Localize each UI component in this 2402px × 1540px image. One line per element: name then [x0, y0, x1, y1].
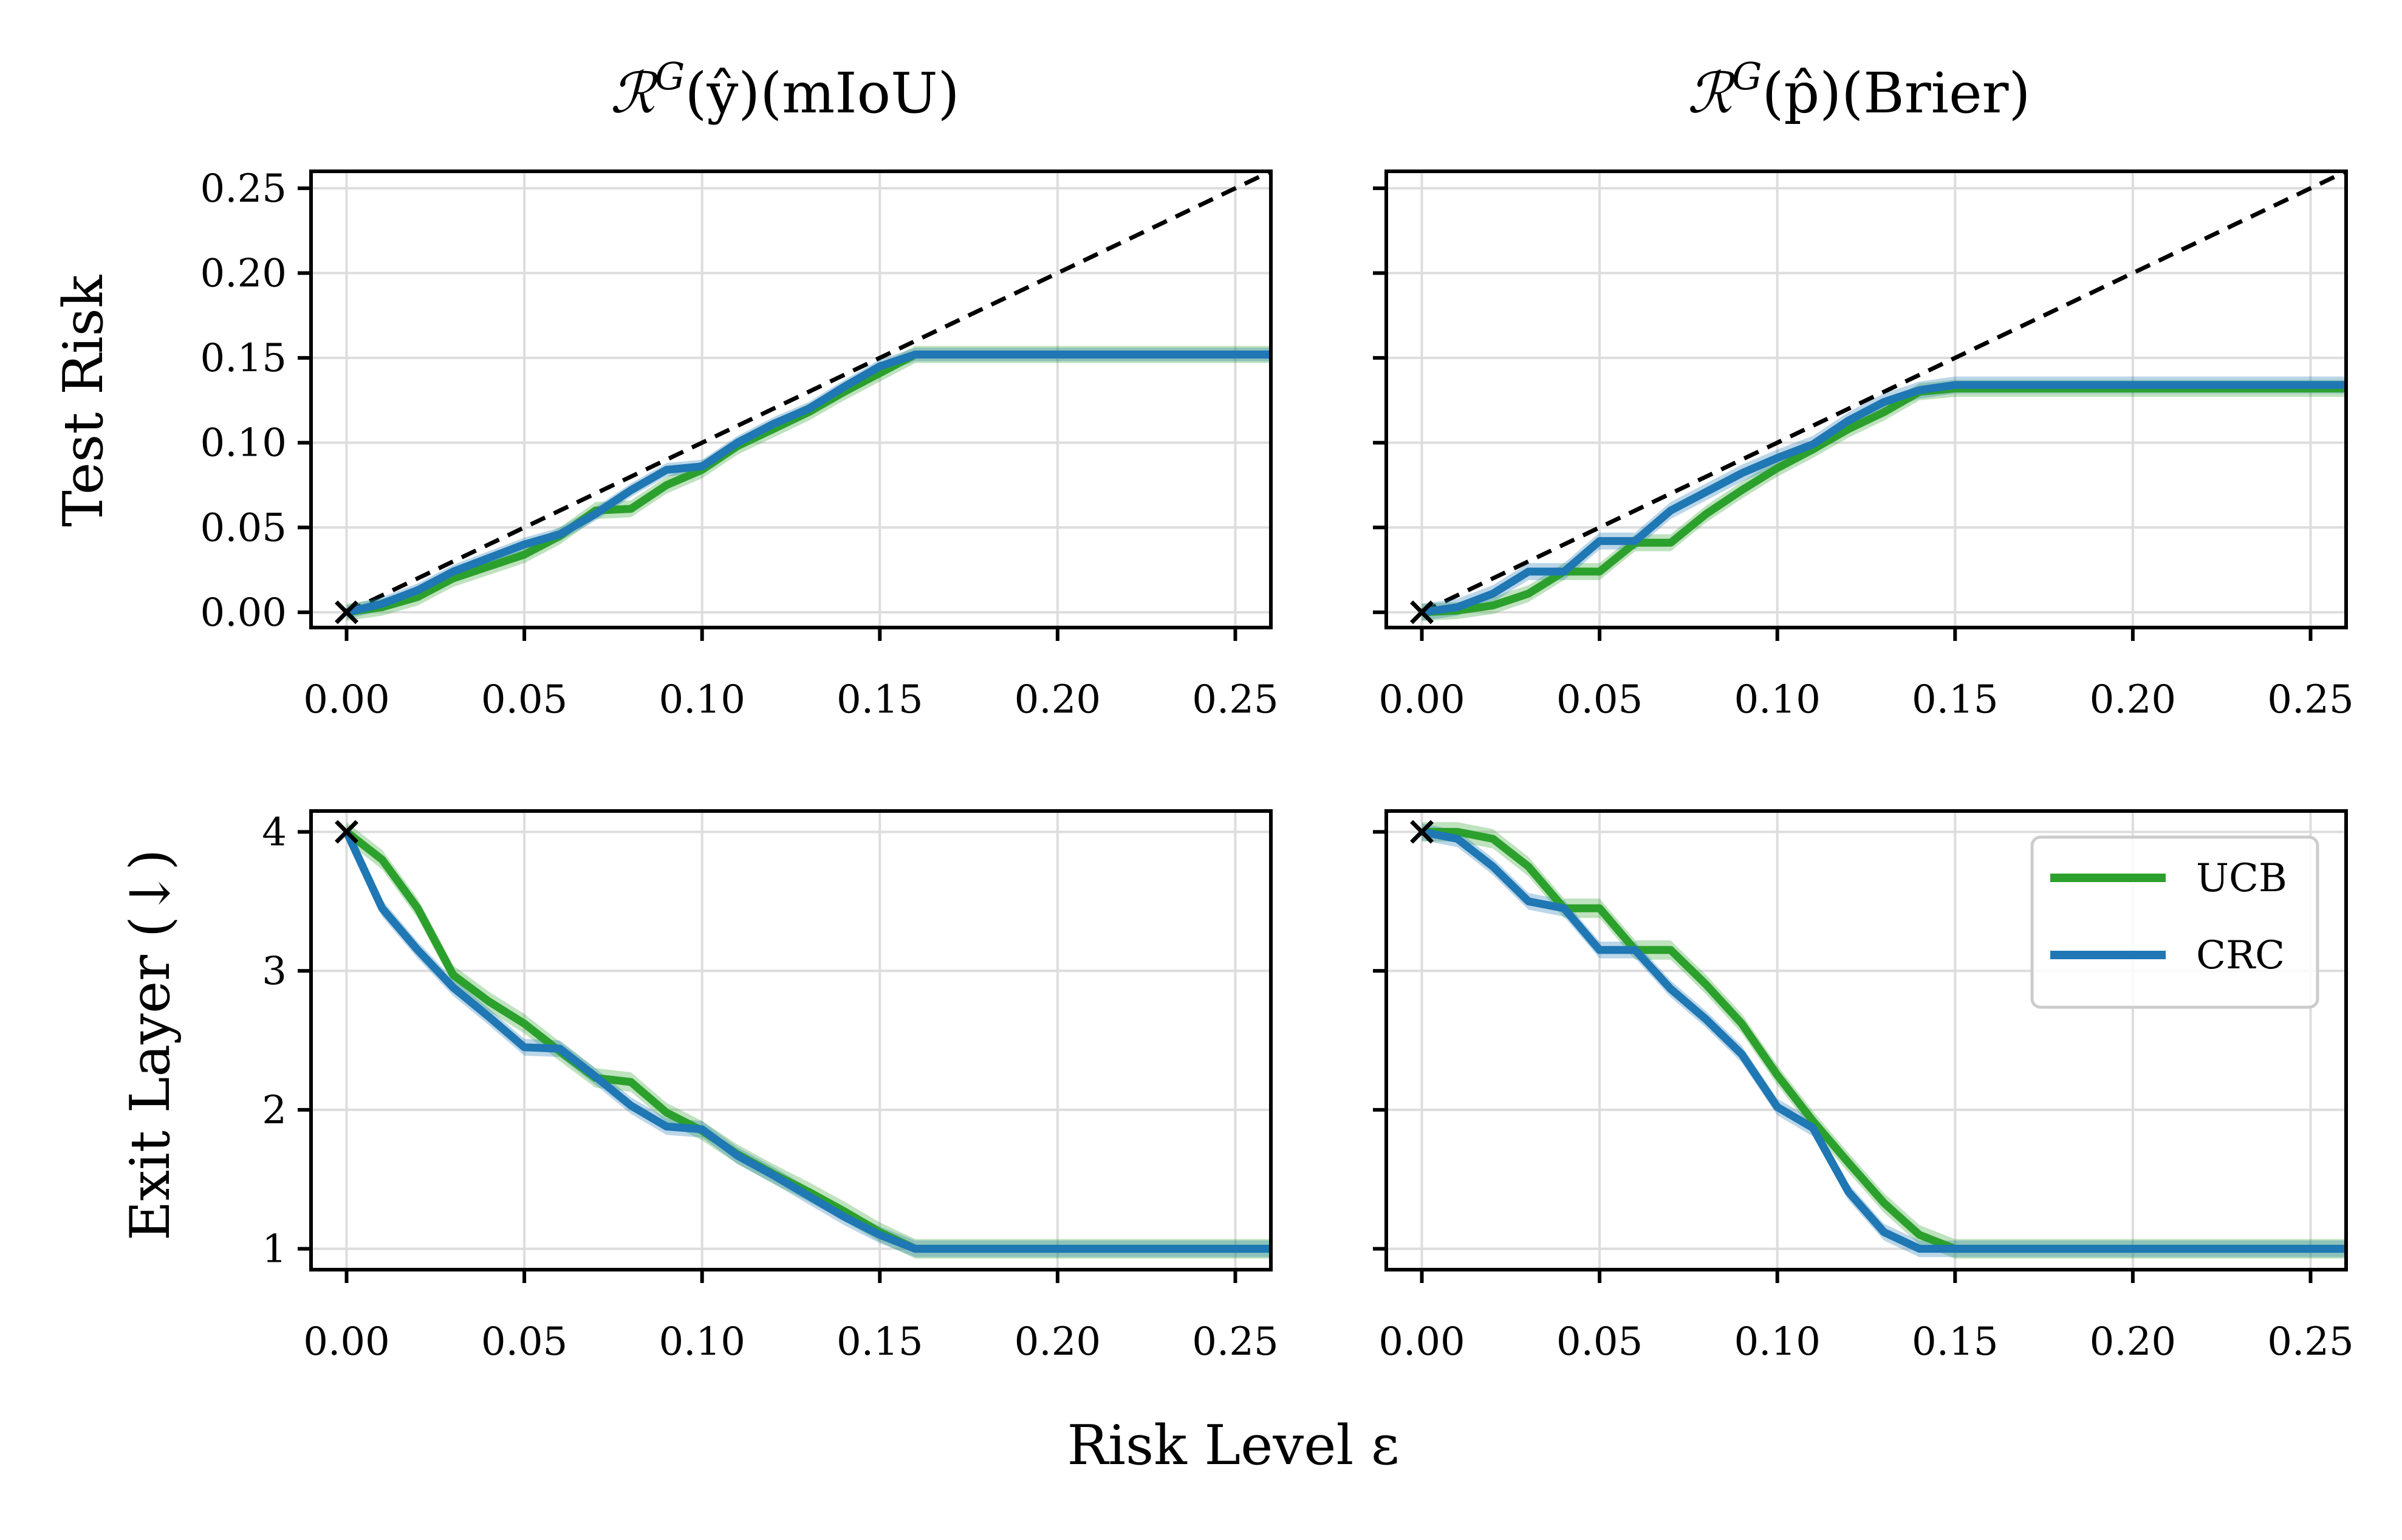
y-tick-label: 2	[262, 1088, 287, 1133]
x-tick-label: 0.25	[2267, 677, 2354, 722]
panel-top-right: 0.00 0.05 0.10 0.15 0.20 0.25	[1373, 169, 2354, 722]
confidence-band-crc	[346, 823, 1271, 1258]
plot-area	[346, 171, 1271, 621]
start-marker-stroke	[335, 600, 358, 625]
panel-bottom-left: 0.00 0.05 0.10 0.15 0.20 0.25 1 2 3 4	[262, 809, 1279, 1364]
column-title-left: ℛG(ŷ)(mIoU)	[611, 54, 960, 126]
x-tick-label: 0.00	[303, 677, 390, 722]
y-tick-label: 0.25	[200, 166, 287, 211]
x-tick-label: 0.05	[481, 677, 568, 722]
plot-area	[1421, 171, 2346, 621]
series-line-ucb	[344, 829, 1271, 1253]
x-tick-label: 0.20	[1015, 1319, 1101, 1364]
column-title-right: ℛG(p̂)(Brier)	[1688, 54, 2031, 126]
start-marker-stroke	[335, 820, 358, 844]
y-tick-label: 0.00	[200, 590, 287, 635]
series-line-crc	[343, 830, 1271, 1253]
series-line-ucb	[1422, 384, 2346, 617]
x-tick-label: 0.15	[1912, 677, 1999, 722]
x-tick-label: 0.00	[1378, 1319, 1465, 1364]
confidence-band-ucb	[346, 346, 1271, 621]
axes-frame	[1384, 169, 2348, 629]
start-marker	[1410, 820, 1434, 844]
y-axis-label-bottom: Exit Layer (↓)	[118, 849, 182, 1241]
x-tick-label: 0.25	[1192, 677, 1279, 722]
start-marker-stroke	[1410, 600, 1434, 625]
x-tick-label: 0.05	[1556, 1319, 1643, 1364]
reference-line-y-equals-x	[1421, 171, 2346, 615]
x-tick-label: 0.20	[2090, 677, 2177, 722]
plot-area	[1421, 822, 2346, 1259]
legend-label-crc: CRC	[2196, 933, 2285, 978]
x-tick-label: 0.15	[837, 1319, 923, 1364]
y-tick-label: 0.05	[200, 505, 287, 550]
legend: UCB CRC	[2030, 835, 2319, 1009]
series-line-crc	[346, 351, 1271, 617]
axes-frame	[309, 169, 1273, 629]
confidence-band-crc	[346, 347, 1271, 620]
panel-top-left: 0.00 0.05 0.10 0.15 0.20 0.25 0.00 0.05 0.10 0.15…	[200, 166, 1279, 722]
x-tick-label: 0.05	[481, 1319, 568, 1364]
x-tick-label: 0.05	[1556, 677, 1643, 722]
x-axis-label: Risk Level ε	[1067, 1414, 1399, 1477]
axes-frame	[1384, 809, 2348, 1271]
x-tick-label: 0.15	[1912, 1319, 1999, 1364]
plot-area	[343, 822, 1271, 1259]
start-marker-stroke	[1410, 820, 1434, 844]
y-tick-label: 0.15	[200, 336, 287, 381]
start-marker	[335, 600, 358, 625]
series-line-crc	[1421, 827, 2346, 1253]
x-tick-label: 0.25	[2267, 1319, 2354, 1364]
legend-label-ucb: UCB	[2196, 856, 2287, 901]
start-marker	[1410, 600, 1434, 625]
x-tick-label: 0.20	[1015, 677, 1101, 722]
y-tick-label: 0.10	[200, 421, 287, 466]
series-line-ucb	[1422, 827, 2346, 1253]
y-axis-label-top: Test Risk	[52, 274, 115, 527]
x-tick-label: 0.10	[1734, 1319, 1821, 1364]
y-tick-label: 3	[262, 949, 287, 994]
x-tick-label: 0.25	[1192, 1319, 1279, 1364]
start-marker	[335, 820, 358, 844]
x-tick-label: 0.10	[1734, 677, 1821, 722]
x-tick-label: 0.00	[303, 1319, 390, 1364]
y-tick-label: 1	[262, 1227, 287, 1272]
axes-frame	[309, 809, 1273, 1271]
series-line-ucb	[346, 351, 1271, 617]
y-tick-label: 0.20	[200, 252, 287, 296]
x-tick-label: 0.00	[1378, 677, 1465, 722]
y-tick-label: 4	[262, 810, 287, 855]
x-tick-label: 0.10	[659, 677, 745, 722]
reference-line-y-equals-x	[346, 171, 1271, 615]
x-tick-label: 0.15	[837, 677, 923, 722]
series-line-crc	[1421, 381, 2346, 617]
x-tick-label: 0.20	[2090, 1319, 2177, 1364]
panel-bottom-right: 0.00 0.05 0.10 0.15 0.20 0.25	[1373, 809, 2354, 1364]
x-tick-label: 0.10	[659, 1319, 745, 1364]
